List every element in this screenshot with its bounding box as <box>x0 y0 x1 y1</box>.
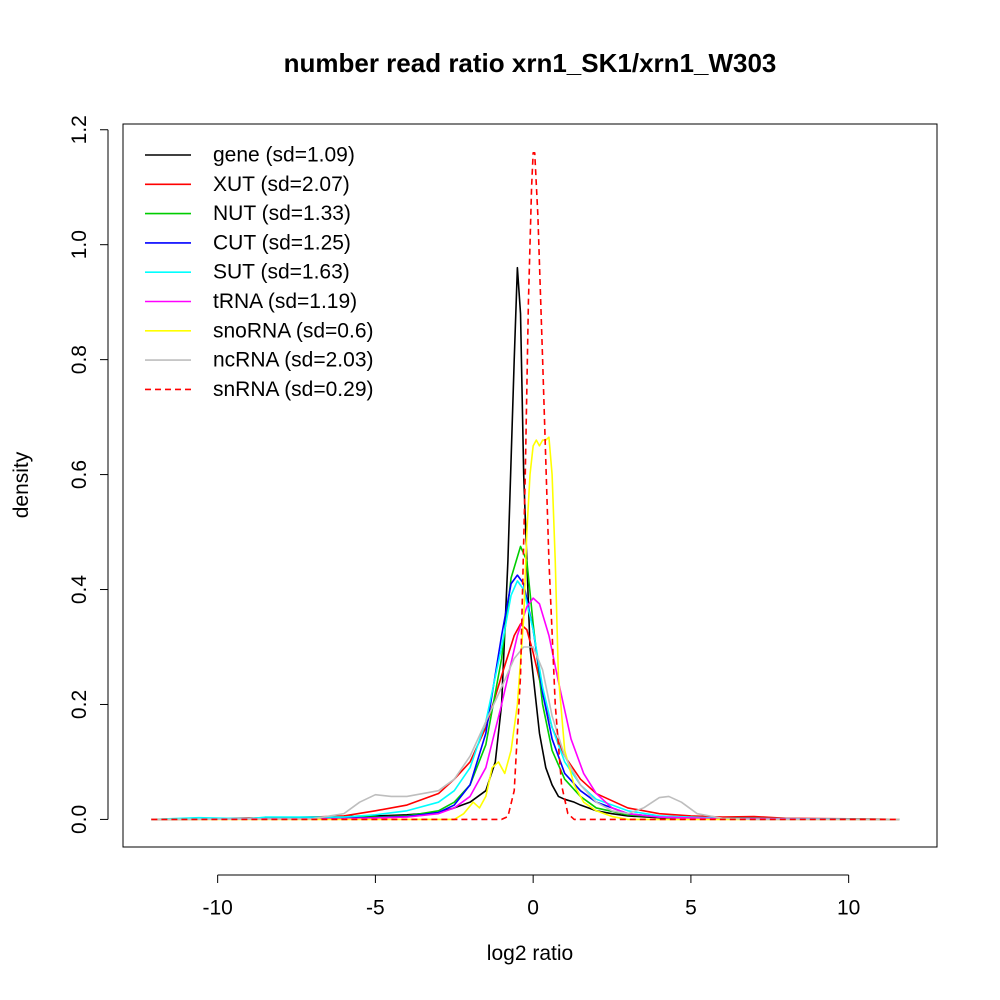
y-tick-label: 0.8 <box>68 345 91 374</box>
y-tick-label: 0.0 <box>68 805 91 834</box>
x-axis: -10 -5 0 5 10 <box>202 874 860 919</box>
legend-label: NUT (sd=1.33) <box>213 202 351 225</box>
series-line-1 <box>151 623 900 821</box>
series-line-4 <box>151 580 900 821</box>
y-axis: 0.0 0.2 0.4 0.6 0.8 1.0 1.2 <box>68 115 109 834</box>
series-line-7 <box>151 646 900 821</box>
legend-label: CUT (sd=1.25) <box>213 231 351 254</box>
legend-label: snoRNA (sd=0.6) <box>213 319 374 342</box>
x-axis-label: log2 ratio <box>487 942 573 965</box>
series-line-5 <box>151 597 900 821</box>
x-tick-label: -10 <box>202 896 232 919</box>
legend-label: SUT (sd=1.63) <box>213 261 350 284</box>
chart-title: number read ratio xrn1_SK1/xrn1_W303 <box>284 48 777 78</box>
x-tick-label: 10 <box>837 896 860 919</box>
series-line-6 <box>151 436 900 821</box>
y-tick-label: 0.2 <box>68 690 91 719</box>
legend-label: tRNA (sd=1.19) <box>213 290 357 313</box>
y-tick-label: 0.6 <box>68 460 91 489</box>
legend-label: ncRNA (sd=2.03) <box>213 349 374 372</box>
legend-label: gene (sd=1.09) <box>213 144 355 167</box>
plot-frame <box>122 123 938 848</box>
series-layer <box>151 151 900 821</box>
legend: gene (sd=1.09) XUT (sd=2.07) NUT (sd=1.33)… <box>145 144 374 401</box>
y-tick-label: 1.0 <box>68 230 91 259</box>
y-tick-label: 0.4 <box>68 575 91 605</box>
legend-label: XUT (sd=2.07) <box>213 173 350 196</box>
series-line-8 <box>151 151 900 821</box>
legend-label: snRNA (sd=0.29) <box>213 378 374 401</box>
y-axis-label: density <box>10 451 33 518</box>
x-tick-label: -5 <box>366 896 385 919</box>
x-tick-label: 5 <box>685 896 697 919</box>
y-tick-label: 1.2 <box>68 115 91 144</box>
x-tick-label: 0 <box>527 896 539 919</box>
